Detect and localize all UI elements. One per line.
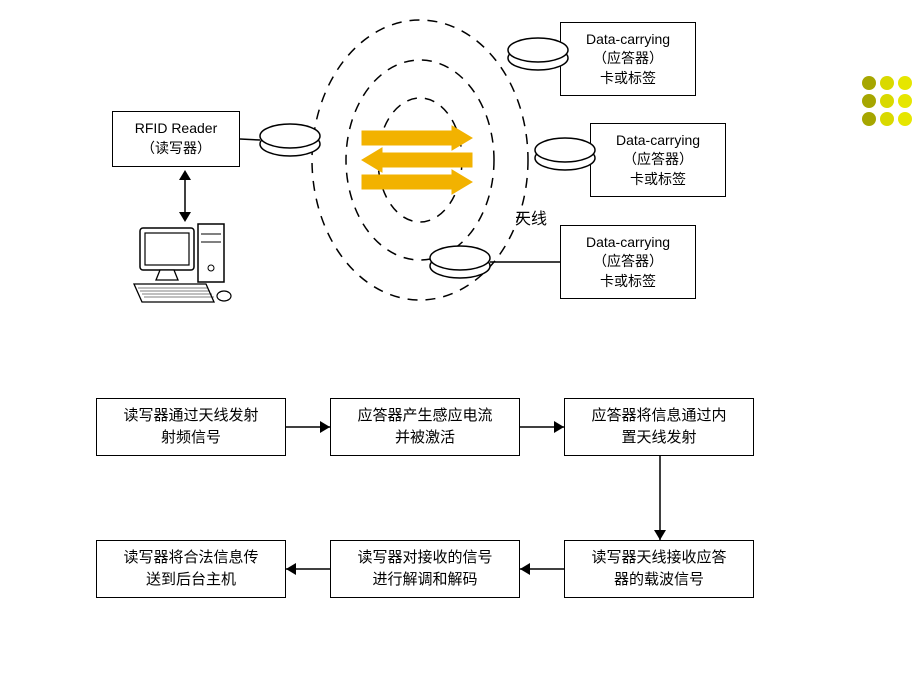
flow-step-2-text: 应答器产生感应电流并被激活 bbox=[357, 405, 492, 450]
flow-step-4-text: 读写器天线接收应答器的载波信号 bbox=[591, 547, 726, 592]
flow-step-6: 读写器将合法信息传送到后台主机 bbox=[96, 540, 286, 598]
flow-step-2: 应答器产生感应电流并被激活 bbox=[330, 398, 520, 456]
flow-step-3-text: 应答器将信息通过内置天线发射 bbox=[591, 405, 726, 450]
flow-step-1: 读写器通过天线发射射频信号 bbox=[96, 398, 286, 456]
flow-step-5: 读写器对接收的信号进行解调和解码 bbox=[330, 540, 520, 598]
flow-step-3: 应答器将信息通过内置天线发射 bbox=[564, 398, 754, 456]
computer-icon bbox=[134, 224, 231, 302]
flow-step-4: 读写器天线接收应答器的载波信号 bbox=[564, 540, 754, 598]
flow-step-1-text: 读写器通过天线发射射频信号 bbox=[123, 405, 258, 450]
flow-step-5-text: 读写器对接收的信号进行解调和解码 bbox=[357, 547, 492, 592]
flow-step-6-text: 读写器将合法信息传送到后台主机 bbox=[123, 547, 258, 592]
